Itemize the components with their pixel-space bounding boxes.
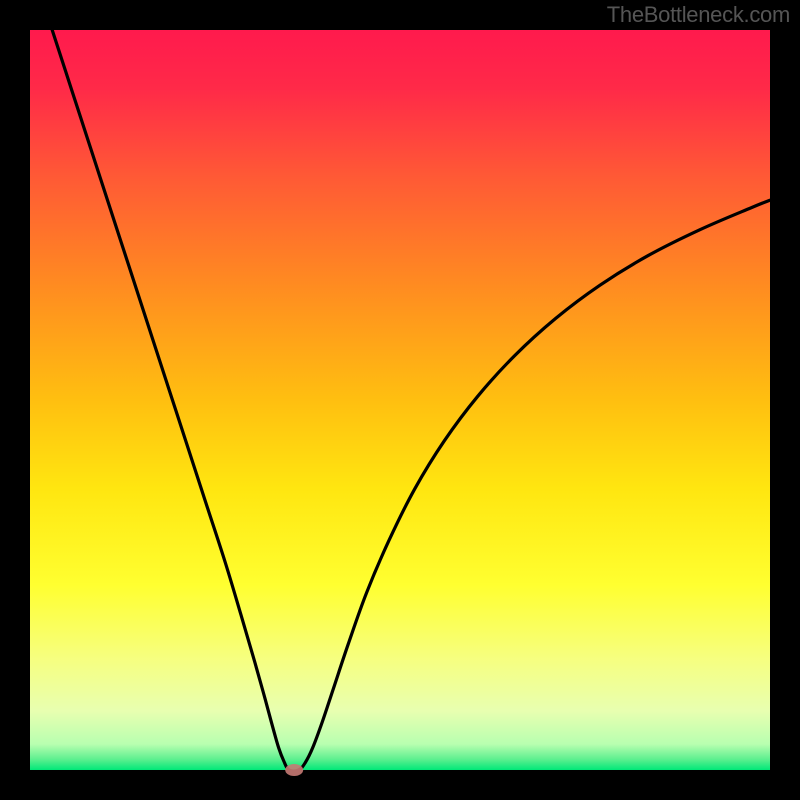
sweet-spot-marker xyxy=(285,764,303,776)
figure-container: TheBottleneck.com xyxy=(0,0,800,800)
watermark-text: TheBottleneck.com xyxy=(607,2,790,28)
plot-background xyxy=(30,30,770,770)
bottleneck-chart xyxy=(0,0,800,800)
